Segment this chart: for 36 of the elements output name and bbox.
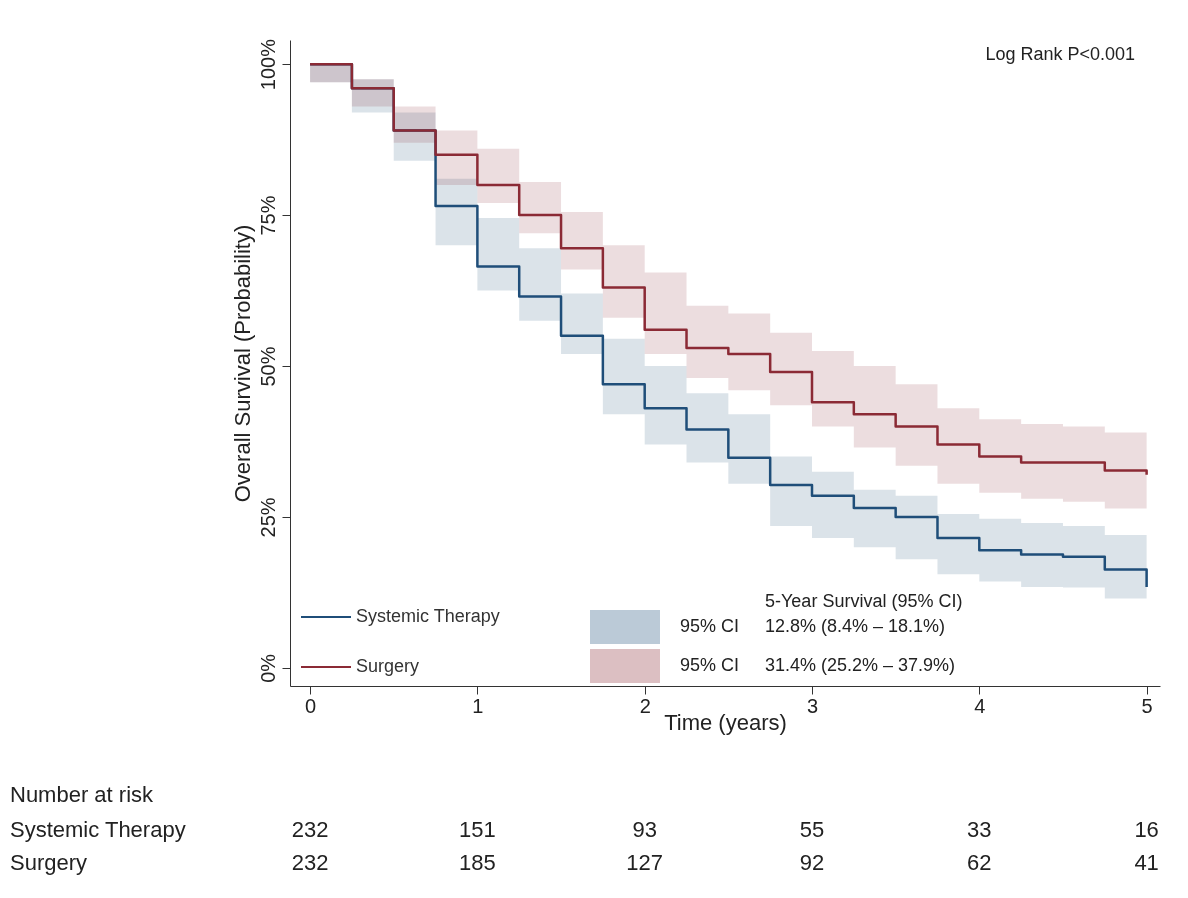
y-tick-label: 25% [256,497,279,538]
text: 93 [632,817,657,842]
y-tick-label: 75% [256,195,279,236]
text: 127 [626,850,664,875]
annotation: 5-Year Survival (95% CI) [765,591,963,611]
x-tick-label: 5 [1141,694,1153,717]
text: 62 [967,850,992,875]
text: Number at risk [10,782,155,807]
legend-label: Surgery [356,656,420,676]
y-tick-label: 100% [256,38,279,91]
annotation: 95% CI [680,616,740,636]
text: 232 [291,817,329,842]
text: 55 [799,817,825,842]
annotation: 95% CI [680,655,740,675]
x-tick-label: 3 [806,694,819,717]
y-tick-label: 50% [256,346,279,387]
x-tick-label: 0 [305,694,317,717]
text: 16 [1134,817,1159,842]
text: Systemic Therapy [10,817,186,842]
x-tick-label: 4 [974,694,986,717]
y-axis-title: Overall Survival (Probability) [229,224,255,503]
x-tick-label: 1 [472,694,484,717]
annotation: 31.4% (25.2% – 37.9%) [765,655,956,675]
text: 185 [459,850,496,875]
text: 92 [799,850,825,875]
text: 232 [291,850,329,875]
text: 33 [967,817,992,842]
y-tick-label: 0% [256,653,279,683]
annotation: 12.8% (8.4% – 18.1%) [765,616,946,636]
annotation: Log Rank P<0.001 [985,44,1135,64]
x-tick-label: 2 [639,694,651,717]
text: Surgery [10,850,88,875]
text: 41 [1134,850,1159,875]
legend-label: Systemic Therapy [356,606,500,626]
x-axis-title: Time (years) [664,709,787,735]
text: 151 [459,817,496,842]
